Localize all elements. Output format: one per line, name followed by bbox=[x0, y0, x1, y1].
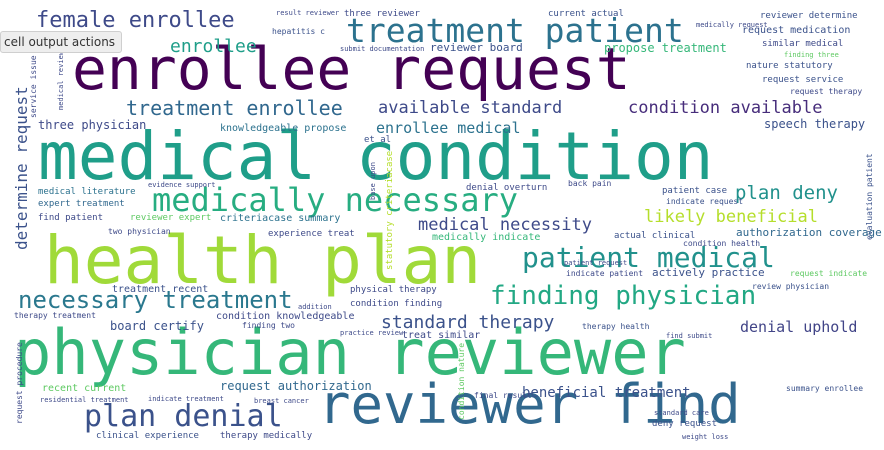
word-term: submit documentation bbox=[340, 45, 425, 53]
word-term: patient case bbox=[662, 186, 728, 196]
word-term: hepatitis c bbox=[272, 27, 325, 36]
word-term: summary enrollee bbox=[786, 384, 864, 393]
word-term: current actual bbox=[548, 9, 624, 19]
word-term: standard care bbox=[654, 409, 709, 417]
word-term: find submit bbox=[666, 332, 713, 340]
word-term: denial uphold bbox=[740, 318, 858, 336]
word-term: speech therapy bbox=[764, 117, 866, 131]
word-term: evidence support bbox=[148, 181, 216, 189]
word-term: condition health bbox=[683, 239, 761, 248]
word-term: request indicate bbox=[790, 269, 868, 278]
word-term: deny request bbox=[652, 419, 718, 429]
word-term: actively practice bbox=[652, 266, 765, 279]
word-term: condition available bbox=[628, 98, 823, 118]
word-term: et al bbox=[364, 135, 392, 145]
word-term: medical literature bbox=[38, 187, 136, 197]
word-term: condition knowledgeable bbox=[216, 311, 355, 322]
cell-output-actions-button[interactable]: cell output actions bbox=[0, 31, 123, 53]
word-term: request medication bbox=[742, 25, 851, 36]
word-term: authorization coverage bbox=[736, 226, 882, 239]
word-term: health plan bbox=[44, 222, 482, 299]
word-term: medically indicate bbox=[432, 232, 541, 243]
word-term: statutory criteriacase bbox=[385, 150, 395, 270]
word-term: three reviewer bbox=[344, 9, 420, 19]
word-term: patient request bbox=[564, 259, 628, 267]
word-term: evaluation patient bbox=[865, 153, 874, 240]
word-term: determine request bbox=[12, 86, 31, 250]
word-term: reviewer expert bbox=[130, 213, 212, 223]
word-term: denial overturn bbox=[466, 183, 548, 193]
word-term: reviewer find bbox=[318, 373, 741, 436]
word-term: physician reviewer bbox=[14, 316, 686, 389]
word-term: standard therapy bbox=[381, 312, 555, 333]
word-term: similar medical bbox=[762, 39, 844, 49]
word-term: propose treatment bbox=[604, 41, 727, 55]
word-term: request therapy bbox=[790, 87, 863, 96]
word-term: indicate treatment bbox=[148, 395, 224, 403]
word-term: finding two bbox=[242, 321, 295, 330]
word-term: two physician bbox=[108, 227, 171, 236]
word-term: treat similar bbox=[402, 330, 481, 341]
word-term: condition finding bbox=[350, 299, 443, 309]
word-term: result reviewer bbox=[276, 9, 340, 17]
word-term: enrollee medical bbox=[376, 119, 521, 137]
word-term: therapy treatment bbox=[14, 311, 96, 320]
word-term: beneficial treatment bbox=[522, 385, 691, 401]
word-term: knowledgeable propose bbox=[220, 123, 347, 134]
word-term: criteriacase summary bbox=[220, 213, 341, 224]
word-term: enrollee request bbox=[72, 35, 631, 103]
word-term: condition nature bbox=[457, 342, 466, 420]
word-term: addition bbox=[298, 303, 332, 311]
word-term: treatment recent bbox=[112, 284, 209, 295]
word-term: female enrollee bbox=[36, 8, 235, 33]
word-term: plan deny bbox=[735, 182, 838, 204]
word-term: therapy medically bbox=[220, 431, 313, 441]
word-term: treatment patient bbox=[346, 11, 684, 50]
word-term: medical condition bbox=[38, 118, 714, 195]
word-term: experience treat bbox=[268, 229, 355, 239]
word-term: available standard bbox=[378, 98, 563, 118]
word-term: review physician bbox=[752, 282, 830, 291]
word-term: clinical experience bbox=[96, 431, 199, 441]
word-term: request procedure bbox=[15, 342, 24, 424]
word-term: finding three bbox=[784, 51, 839, 59]
word-term: back pain bbox=[568, 179, 612, 188]
word-term: final result bbox=[474, 391, 532, 400]
word-term: treatment enrollee bbox=[126, 96, 343, 120]
word-term: expert treatment bbox=[38, 199, 125, 209]
word-term: find patient bbox=[38, 213, 104, 223]
word-term: actual clinical bbox=[614, 231, 696, 241]
word-term: indicate request bbox=[666, 197, 744, 206]
word-term: patient medical bbox=[522, 241, 775, 274]
word-term: request authorization bbox=[220, 379, 372, 393]
word-term: physical therapy bbox=[350, 285, 437, 295]
word-term: indicate patient bbox=[566, 269, 644, 278]
word-term: necessary treatment bbox=[18, 286, 293, 314]
word-term: finding physician bbox=[490, 281, 757, 311]
word-term: enrollee bbox=[170, 36, 257, 57]
word-term: request service bbox=[762, 75, 844, 85]
word-term: likely beneficial bbox=[644, 207, 818, 227]
word-term: practice review bbox=[340, 329, 404, 337]
word-term: nature statutory bbox=[746, 61, 833, 71]
word-term: breast cancer bbox=[254, 397, 309, 405]
word-term: residential treatment bbox=[40, 396, 129, 404]
word-term: weight loss bbox=[682, 433, 729, 441]
word-term: base upon bbox=[369, 162, 377, 200]
word-term: board certify bbox=[110, 319, 204, 333]
word-term: recent current bbox=[42, 383, 127, 394]
word-term: three physician bbox=[38, 118, 147, 132]
word-term: medically necessary bbox=[152, 181, 519, 219]
word-term: plan denial bbox=[84, 399, 283, 434]
word-term: reviewer board bbox=[430, 41, 523, 54]
word-term: medically request bbox=[696, 21, 768, 29]
word-term: therapy health bbox=[582, 322, 650, 331]
word-term: reviewer determine bbox=[760, 11, 858, 21]
word-term: medical necessity bbox=[418, 215, 592, 235]
